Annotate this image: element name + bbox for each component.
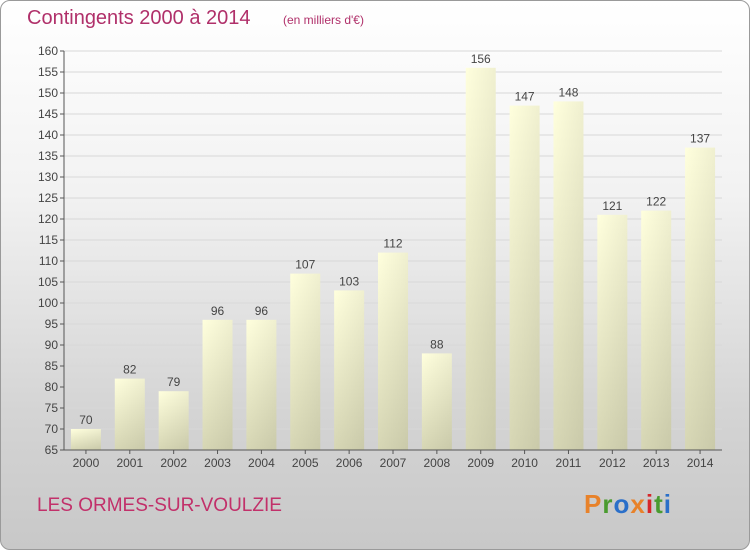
bar-shade — [158, 391, 189, 450]
brand-letter: i — [663, 489, 672, 519]
bar-value-label: 137 — [690, 132, 710, 146]
axes: 65 70 75 80 85 90 95 100 105 110 115 120 125 130 135 14… — [38, 44, 722, 470]
brand-letter: x — [630, 489, 646, 519]
bar-shade — [114, 378, 145, 450]
y-tick-label: 85 — [45, 359, 59, 373]
x-tick-label: 2011 — [556, 456, 582, 470]
bar-shade — [509, 105, 540, 450]
x-tick-label: 2001 — [116, 456, 143, 470]
x-tick-label: 2003 — [204, 456, 231, 470]
y-tick-label: 90 — [45, 338, 59, 352]
x-tick-label: 2009 — [467, 456, 494, 470]
bar-shade — [70, 429, 101, 450]
bar-shade — [465, 67, 496, 451]
y-tick-label: 125 — [38, 191, 58, 205]
y-tick-label: 150 — [38, 86, 58, 100]
bar-shade — [378, 252, 408, 450]
bar-value-label: 88 — [430, 337, 444, 351]
proxiti-logo: Proxiti — [584, 489, 672, 520]
y-tick-label: 145 — [38, 107, 58, 121]
y-tick-label: 130 — [38, 170, 58, 184]
y-tick-label: 120 — [38, 212, 58, 226]
y-tick-label: 110 — [39, 254, 58, 268]
brand-letter: r — [602, 489, 614, 519]
brand-letter: i — [645, 489, 655, 519]
y-tick-label: 70 — [45, 422, 59, 436]
y-tick-label: 155 — [38, 65, 58, 79]
bar-value-label: 147 — [515, 90, 535, 104]
x-tick-label: 2012 — [599, 456, 626, 470]
bar-value-label: 112 — [383, 237, 402, 251]
bar-shade — [685, 147, 716, 450]
bars: 70 82 79 96 96 107 103 112 88 156 147 148 121 122 137 — [70, 52, 716, 451]
x-tick-label: 2008 — [424, 456, 451, 470]
y-tick-label: 105 — [38, 275, 58, 289]
bar-value-label: 79 — [167, 375, 181, 389]
chart-subtitle: (en milliers d'€) — [283, 13, 364, 27]
bar-shade — [246, 319, 277, 450]
bar-shade — [553, 101, 584, 451]
bar-value-label: 96 — [211, 304, 225, 318]
x-tick-label: 2006 — [336, 456, 363, 470]
y-tick-label: 80 — [45, 380, 59, 394]
bar-value-label: 96 — [255, 304, 269, 318]
y-tick-label: 65 — [45, 443, 59, 457]
x-tick-label: 2013 — [643, 456, 670, 470]
x-tick-label: 2014 — [687, 456, 714, 470]
chart-title: Contingents 2000 à 2014 — [27, 7, 251, 29]
x-tick-label: 2000 — [73, 456, 100, 470]
x-tick-label: 2004 — [248, 456, 275, 470]
bar-shade — [597, 214, 628, 450]
bar-value-label: 82 — [123, 363, 137, 377]
x-tick-label: 2005 — [292, 456, 319, 470]
bar-value-label: 148 — [558, 85, 578, 99]
brand-letter: t — [654, 489, 664, 519]
bar-shade — [290, 273, 321, 450]
bar-value-label: 121 — [602, 199, 622, 213]
bar-shade — [641, 210, 672, 450]
y-tick-label: 75 — [45, 401, 59, 415]
bar-value-label: 156 — [471, 52, 491, 66]
bar-shade — [202, 319, 233, 450]
y-tick-label: 140 — [38, 128, 58, 142]
y-tick-label: 95 — [45, 317, 59, 331]
bar-value-label: 122 — [646, 195, 666, 209]
y-tick-label: 115 — [39, 233, 58, 247]
brand-letter: P — [584, 489, 603, 519]
bar-value-label: 103 — [339, 274, 359, 288]
y-tick-label: 160 — [38, 44, 58, 58]
commune-name: LES ORMES-SUR-VOULZIE — [37, 495, 282, 516]
x-tick-label: 2010 — [511, 456, 538, 470]
bar-value-label: 107 — [295, 258, 315, 272]
bar-value-label: 70 — [79, 413, 93, 427]
x-tick-label: 2002 — [160, 456, 187, 470]
y-tick-label: 100 — [38, 296, 58, 310]
x-tick-label: 2007 — [380, 456, 407, 470]
bar-shade — [421, 353, 452, 450]
bar-shade — [334, 290, 365, 450]
y-tick-label: 135 — [38, 149, 58, 163]
brand-letter: o — [613, 489, 631, 519]
